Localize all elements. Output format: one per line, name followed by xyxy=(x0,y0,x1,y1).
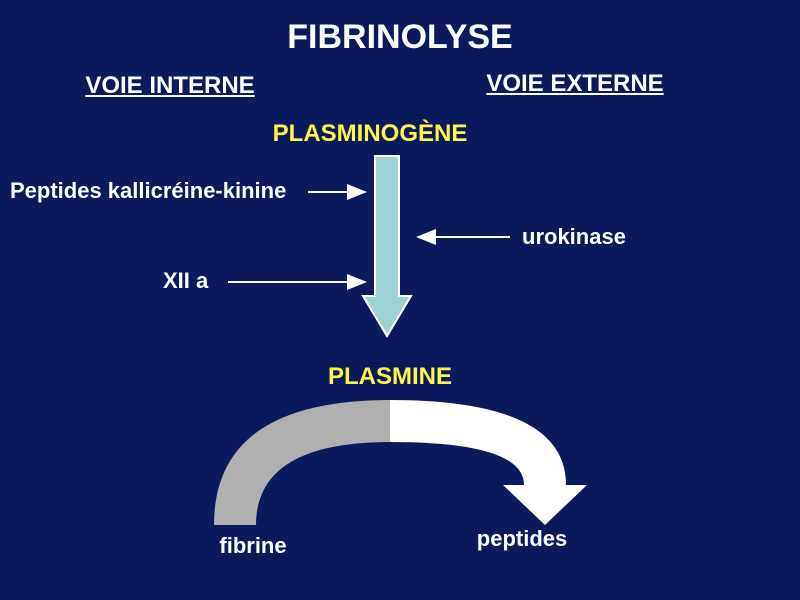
label-xii-a: XII a xyxy=(163,268,208,294)
label-urokinase: urokinase xyxy=(522,224,626,250)
label-voie-interne: VOIE INTERNE xyxy=(85,72,254,100)
label-peptides-kk: Peptides kallicréine-kinine xyxy=(10,178,286,204)
label-fibrine: fibrine xyxy=(219,533,286,559)
slide: FIBRINOLYSE VOIE INTERNE VOIE EXTERNE PLASM… xyxy=(0,0,800,600)
label-voie-externe: VOIE EXTERNE xyxy=(486,70,663,98)
label-peptides: peptides xyxy=(477,526,567,552)
curved-arrow-right xyxy=(390,400,587,525)
label-title: FIBRINOLYSE xyxy=(287,18,512,57)
label-plasminogene: PLASMINOGÈNE xyxy=(273,120,468,148)
label-plasmine: PLASMINE xyxy=(328,363,452,391)
main-down-arrow xyxy=(363,156,411,336)
curved-arrow-left xyxy=(214,400,390,525)
